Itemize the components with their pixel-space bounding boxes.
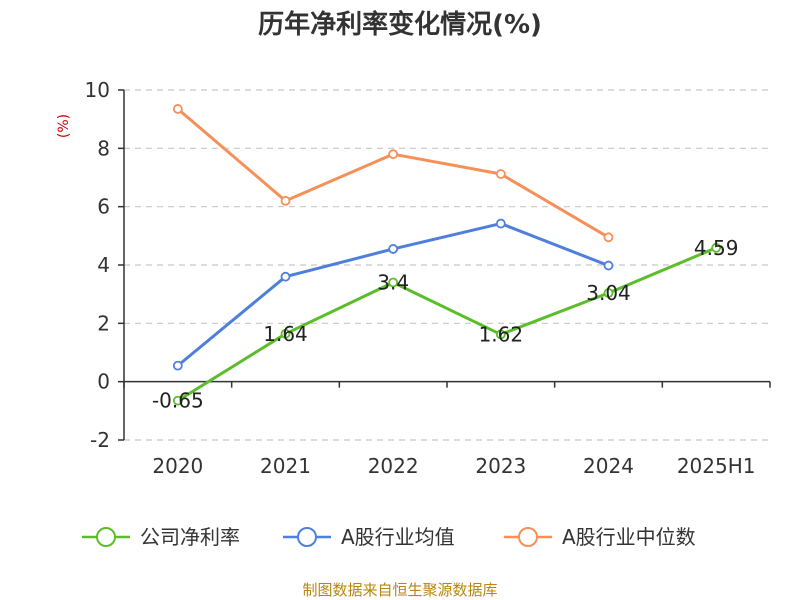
y-axis-label: (%)	[56, 114, 72, 138]
y-tick-label: 4	[97, 253, 110, 277]
legend-label: 公司净利率	[140, 525, 240, 549]
data-point[interactable]	[172, 360, 183, 371]
data-label: -0.65	[152, 389, 204, 413]
legend-marker-icon	[297, 527, 317, 547]
x-tick-label: 2021	[260, 454, 311, 478]
data-point[interactable]	[388, 277, 399, 288]
legend-item[interactable]: 公司净利率	[82, 525, 240, 549]
y-tick-label: 6	[97, 195, 110, 219]
data-point[interactable]	[280, 328, 291, 339]
x-tick-label: 2023	[475, 454, 526, 478]
legend-label: A股行业均值	[341, 525, 455, 549]
data-point[interactable]	[280, 195, 291, 206]
grid-lines	[124, 89, 770, 441]
data-point[interactable]	[603, 232, 614, 243]
x-tick-label: 2022	[368, 454, 419, 478]
data-label: 1.62	[479, 322, 524, 346]
data-point[interactable]	[495, 329, 506, 340]
legend-label: A股行业中位数	[562, 525, 696, 549]
data-point[interactable]	[495, 218, 506, 229]
data-label: 1.64	[263, 322, 308, 346]
data-point[interactable]	[495, 169, 506, 179]
legend-marker-icon	[96, 527, 116, 547]
legend-item[interactable]: A股行业中位数	[504, 525, 696, 549]
y-tick-label: 10	[85, 78, 110, 102]
chart-title: 历年净利率变化情况(%)	[258, 9, 542, 40]
data-label: 4.59	[694, 236, 739, 260]
x-tick-label: 2020	[152, 454, 203, 478]
data-point[interactable]	[280, 271, 291, 282]
data-point[interactable]	[388, 149, 399, 160]
y-tick-label: 8	[97, 136, 110, 160]
legend[interactable]: 公司净利率 A股行业均值 A股行业中位数	[82, 525, 696, 549]
axes: 10 8 6 4 2 0 -2 2020 2021 2022 2023 2024 2025H1	[85, 78, 771, 478]
data-point[interactable]	[172, 104, 183, 114]
x-tick-label: 2025H1	[677, 454, 756, 478]
data-point[interactable]	[711, 242, 722, 253]
x-tick-label: 2024	[583, 454, 634, 478]
data-point[interactable]	[172, 395, 183, 406]
data-label: 3.4	[377, 271, 409, 295]
data-point[interactable]	[603, 288, 614, 298]
legend-marker-icon	[518, 527, 538, 547]
source-note: 制图数据来自恒生聚源数据库	[302, 581, 497, 599]
data-label: 3.04	[586, 281, 631, 305]
y-tick-label: -2	[90, 428, 110, 452]
data-labels: -0.65 1.64 3.4 1.62 3.04 4.59	[152, 236, 738, 413]
series-lines	[172, 104, 722, 406]
y-tick-label: 2	[97, 311, 110, 335]
legend-item[interactable]: A股行业均值	[283, 525, 455, 549]
series-line	[177, 246, 717, 402]
data-point[interactable]	[603, 260, 614, 271]
data-point[interactable]	[388, 244, 399, 254]
y-tick-label: 0	[97, 370, 110, 394]
series-line	[176, 107, 610, 239]
